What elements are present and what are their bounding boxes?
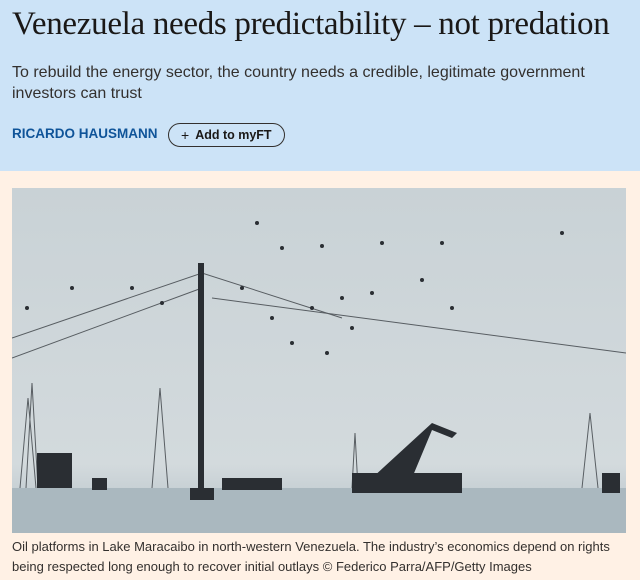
plus-icon: + [181,127,190,143]
add-to-myft-label: Add to myFT [195,128,272,142]
article-standfirst: To rebuild the energy sector, the countr… [12,64,585,102]
article-header: Venezuela needs predictability – not pre… [0,0,640,171]
author-link[interactable]: RICARDO HAUSMANN [12,126,158,141]
add-to-myft-button[interactable]: + Add to myFT [168,123,285,147]
article-title: Venezuela needs predictability – not pre… [12,6,610,42]
photo-caption: Oil platforms in Lake Maracaibo in north… [12,539,610,574]
article-photo [12,188,626,533]
birds [25,221,564,355]
